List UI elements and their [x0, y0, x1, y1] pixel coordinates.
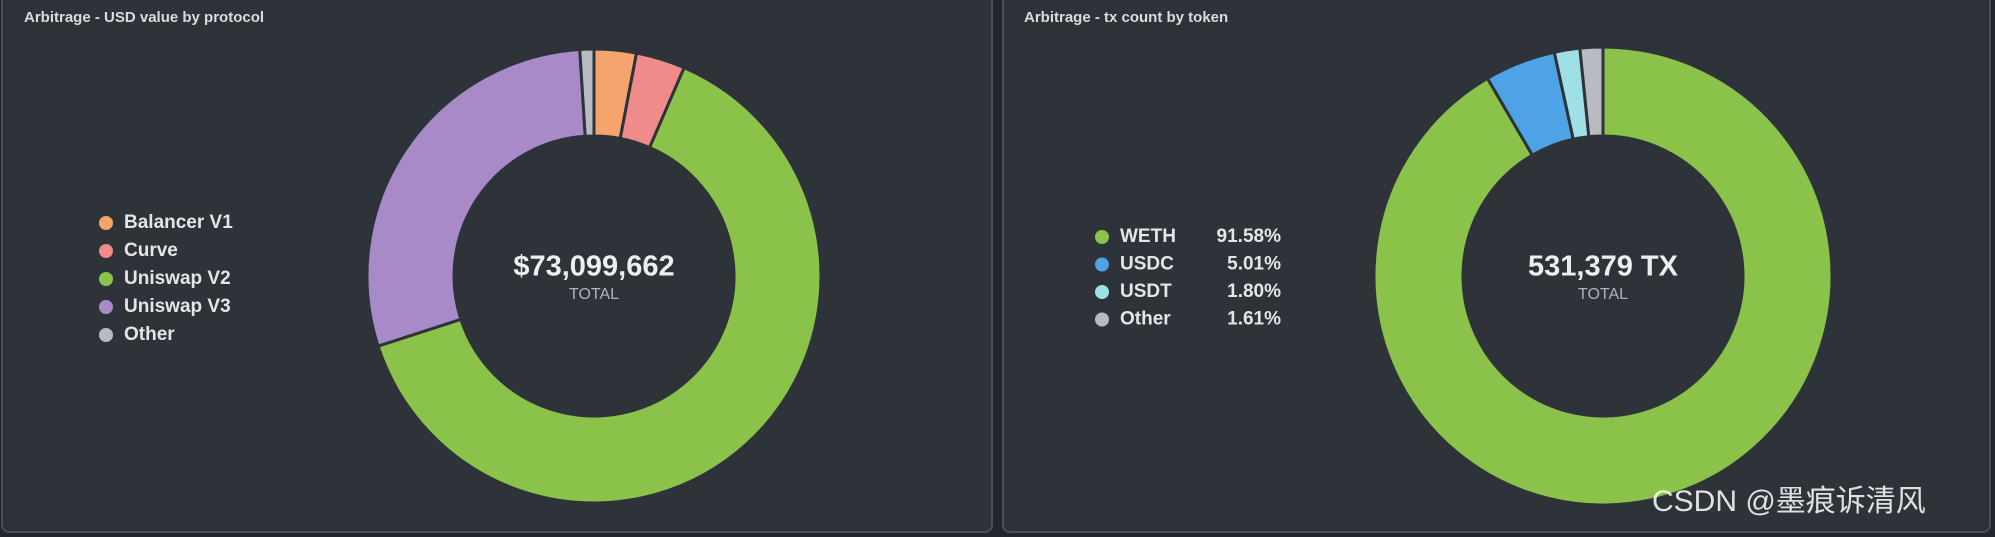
donut-slice [1578, 45, 1605, 139]
legend-value: 1.80% [1227, 281, 1281, 302]
center-total: $73,099,662 [513, 251, 674, 283]
legend-swatch [99, 272, 113, 286]
legend-label: USDC [1120, 254, 1174, 275]
watermark: CSDN @墨痕诉清风 [1652, 485, 1926, 518]
legend-swatch [1095, 285, 1109, 299]
center-caption: TOTAL [569, 286, 619, 303]
legend-swatch [1095, 230, 1109, 244]
center-caption: TOTAL [1578, 286, 1628, 303]
legend-label: Other [124, 324, 175, 345]
legend-label: Uniswap V3 [124, 296, 231, 317]
legend-label: Curve [124, 240, 178, 261]
donut-slice [376, 65, 823, 505]
legend-value: 5.01% [1227, 254, 1281, 275]
legend-swatch [99, 244, 113, 258]
chart-title: Arbitrage - tx count by token [1024, 9, 1228, 26]
legend-label: Uniswap V2 [124, 268, 231, 289]
legend-swatch [99, 300, 113, 314]
legend-label: WETH [1120, 226, 1176, 247]
legend-swatch [1095, 257, 1109, 272]
center-total: 531,379 TX [1528, 251, 1679, 283]
legend-label: USDT [1120, 281, 1172, 302]
legend-value: 91.58% [1217, 226, 1282, 247]
donut-slice [365, 47, 587, 349]
legend-value: 1.61% [1227, 309, 1281, 330]
legend-label: Other [1120, 309, 1171, 330]
legend-swatch [1095, 312, 1109, 327]
legend-swatch [99, 328, 113, 342]
legend-label: Balancer V1 [124, 212, 233, 233]
legend-swatch [99, 216, 113, 230]
donut-slice [578, 47, 596, 138]
donut-slice [1372, 45, 1834, 507]
chart-title: Arbitrage - USD value by protocol [24, 9, 264, 26]
